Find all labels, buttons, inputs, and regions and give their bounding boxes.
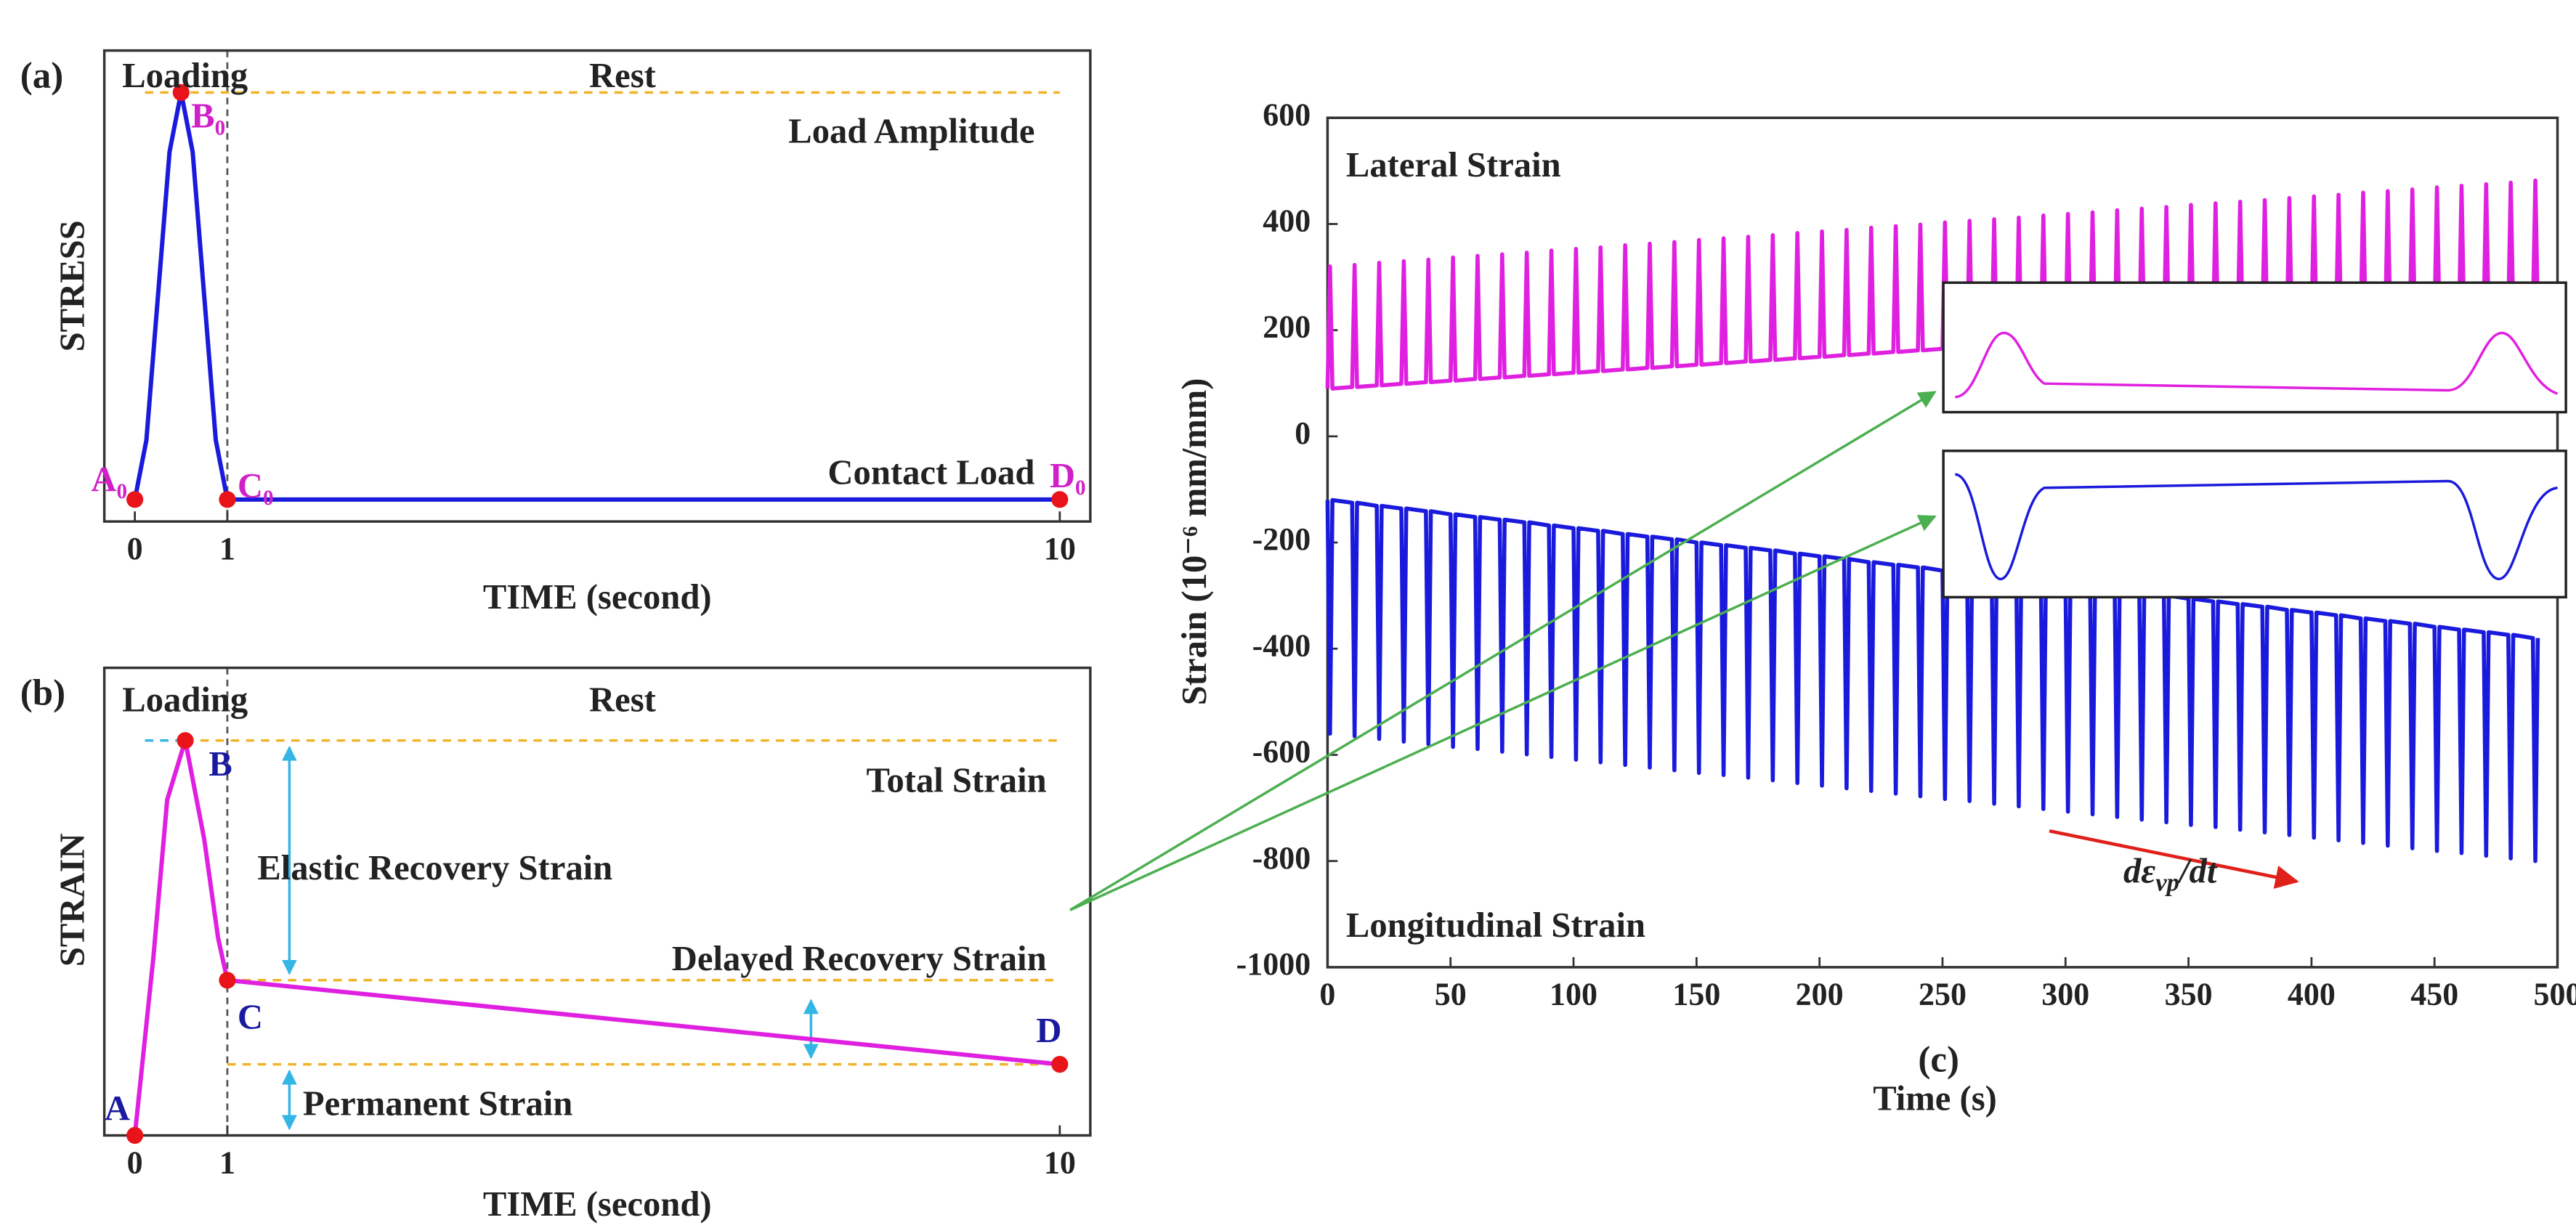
annotation: Rest	[589, 56, 656, 95]
zoom-arrows	[1069, 391, 1937, 911]
plot-frame	[102, 49, 1092, 523]
x-axis-label: Time (s)	[1873, 1078, 1997, 1118]
annotation: Load Amplitude	[788, 112, 1034, 151]
point-label: D₀	[1050, 456, 1086, 495]
key-point	[126, 1126, 144, 1144]
key-point	[1051, 1056, 1069, 1073]
annotation: Delayed Recovery Strain	[672, 939, 1047, 978]
rate-base: dε	[2123, 852, 2155, 891]
x-tick-label: 400	[2288, 977, 2336, 1012]
series-label: Lateral Strain	[1346, 145, 1561, 184]
rate-tail: /dt	[2177, 852, 2218, 891]
point-label: C	[238, 998, 263, 1037]
x-axis-label: TIME (second)	[483, 577, 712, 617]
y-tick-label: -600	[1252, 734, 1311, 770]
y-tick-label: 0	[1295, 415, 1311, 451]
panel: 0 1 10 A B C D Loading Rest Total Strain Elastic R…	[20, 666, 1092, 1224]
point-label: B	[208, 744, 232, 784]
y-tick-label: 400	[1263, 203, 1311, 239]
annotation: Contact Load	[827, 453, 1034, 492]
annotation: Loading	[122, 680, 248, 719]
inset-lateral	[1942, 281, 2567, 414]
point-label: D	[1036, 1011, 1061, 1050]
annotation: Total Strain	[866, 761, 1046, 800]
y-tick-label: -200	[1252, 521, 1311, 557]
x-tick-label: 350	[2165, 977, 2213, 1012]
x-tick-label: 150	[1672, 977, 1720, 1012]
x-tick-label: 1	[219, 531, 235, 566]
y-axis-label: STRESS	[52, 220, 92, 351]
point-label: A₀	[91, 460, 127, 499]
x-tick-label: 1	[219, 1144, 235, 1180]
annotation: Rest	[589, 680, 656, 719]
y-tick-label: -1000	[1236, 946, 1311, 982]
x-tick-label: 0	[1319, 977, 1335, 1012]
point-label: C₀	[238, 466, 274, 505]
y-axis-label: Strain (10⁻⁶ mm/mm)	[1175, 378, 1214, 706]
y-tick-label: -800	[1252, 840, 1311, 876]
rate-annotation: dεvp/dt	[2123, 852, 2218, 897]
y-tick-label: 200	[1263, 309, 1311, 345]
annotation: Elastic Recovery Strain	[257, 848, 612, 887]
key-point	[219, 491, 236, 508]
x-axis-label: TIME (second)	[483, 1184, 712, 1224]
series-line	[1325, 178, 2540, 391]
series-line	[1325, 497, 2540, 863]
key-point	[126, 491, 144, 508]
panel: 0 1 10 A₀ B₀ C₀ D₀ Loading Rest Load Amplitude Con…	[20, 49, 1092, 617]
x-tick-label: 0	[127, 1144, 143, 1180]
y-axis-label: STRAIN	[52, 833, 92, 967]
x-tick-label: 100	[1550, 977, 1597, 1012]
point-label: A	[105, 1089, 130, 1128]
annotation: Loading	[122, 56, 248, 95]
x-tick-label: 10	[1044, 1144, 1076, 1180]
series-line	[132, 90, 1060, 502]
x-tick-label: 200	[1796, 977, 1844, 1012]
y-tick-label: -400	[1252, 627, 1311, 663]
panel-label: (a)	[20, 56, 63, 97]
x-tick-label: 0	[127, 531, 143, 566]
x-tick-label: 300	[2041, 977, 2089, 1012]
x-tick-label: 50	[1435, 977, 1467, 1012]
inset-longitudinal	[1942, 450, 2567, 599]
y-tick-label: 600	[1263, 97, 1311, 132]
series-label: Longitudinal Strain	[1346, 906, 1645, 945]
panel-label: (b)	[20, 673, 65, 714]
rate-sub: vp	[2155, 868, 2179, 896]
annotation: Permanent Strain	[303, 1083, 572, 1123]
x-tick-label: 250	[1919, 977, 1967, 1012]
key-point	[177, 732, 194, 749]
trend-arrow	[2049, 829, 2299, 889]
x-tick-label: 450	[2410, 977, 2458, 1012]
x-tick-label: 500	[2534, 977, 2576, 1012]
x-tick-label: 10	[1044, 531, 1076, 566]
key-point	[219, 972, 236, 989]
panel-label: (c)	[1918, 1040, 1959, 1081]
key-point	[1051, 491, 1069, 508]
key-point	[172, 84, 190, 101]
point-label: B₀	[191, 97, 225, 136]
panel: 0 50 100 150 200 250 300 350 400 450 500 -1000 -800 -…	[1175, 97, 2576, 1118]
